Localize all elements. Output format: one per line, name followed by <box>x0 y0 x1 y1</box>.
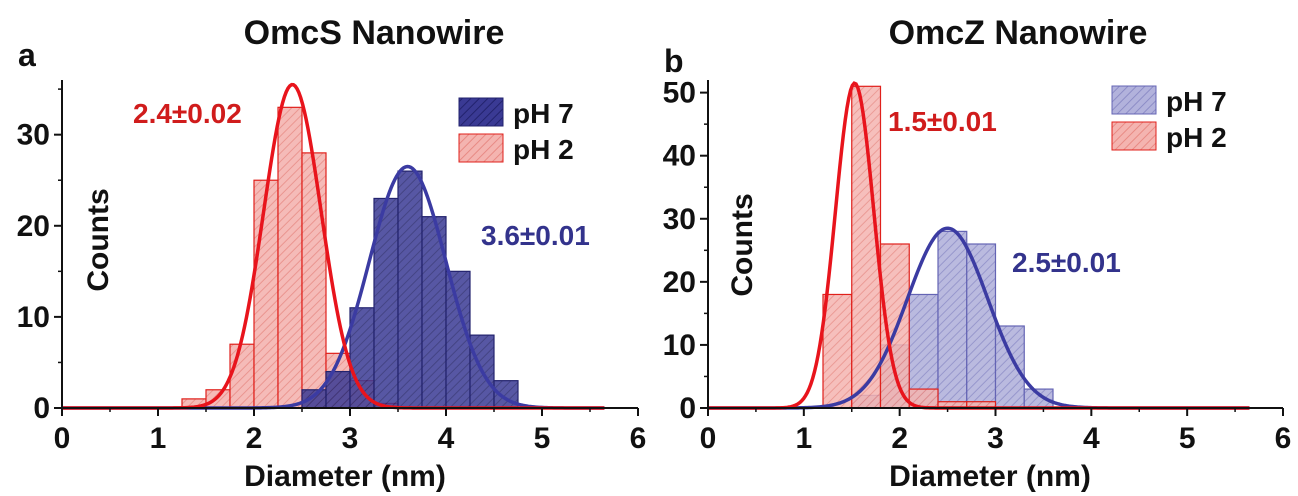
panel-a-bar-ph2-5 <box>301 152 327 409</box>
panel-b-ph2-annotation: 1.5±0.01 <box>888 106 997 137</box>
panel-b-y-tick-label: 0 <box>679 392 696 425</box>
panel-a-legend-label-ph2: pH 2 <box>513 134 574 165</box>
panel-a-x-tick-label: 2 <box>246 422 263 455</box>
panel-a-bar-ph2-4 <box>277 106 303 409</box>
panel-a-bar-ph2-2 <box>229 343 255 409</box>
panel-b-x-tick-label: 4 <box>1083 422 1100 455</box>
panel-a-x-tick-label: 5 <box>534 422 551 455</box>
panel-a-bar-ph7-2 <box>349 307 375 409</box>
panel-a-legend: pH 7 pH 2 <box>458 97 574 165</box>
panel-b-x-tick-label: 3 <box>987 422 1004 455</box>
panel-b-y-tick-label: 20 <box>663 266 696 299</box>
panel-a-x-tick-label: 3 <box>342 422 359 455</box>
panel-b-legend-swatch-ph7 <box>1111 85 1157 115</box>
panel-a-letter: a <box>18 37 36 73</box>
panel-a: OmcS Nanowire a 0 1 2 3 4 5 6 0 10 20 30 Diameter … <box>17 14 647 493</box>
panel-a-ph2-annotation: 2.4±0.02 <box>133 98 242 129</box>
panel-b-legend-label-ph7: pH 7 <box>1166 86 1227 117</box>
panel-b-x-tick-label: 2 <box>891 422 908 455</box>
panel-b-x-tick-label: 1 <box>795 422 812 455</box>
panel-b: OmcZ Nanowire b 0 1 2 3 4 5 6 0 10 20 30 40 50 Diame… <box>663 14 1292 493</box>
panel-b-y-tick-label: 30 <box>663 203 696 236</box>
panel-a-y-tick-label: 30 <box>17 119 50 152</box>
panel-a-legend-label-ph7: pH 7 <box>513 98 574 129</box>
panel-b-y-axis-label: Counts <box>726 193 759 296</box>
panel-b-letter: b <box>664 43 684 79</box>
panel-a-x-tick-label: 6 <box>630 422 647 455</box>
panel-b-x-tick-label: 6 <box>1275 422 1292 455</box>
panel-a-bar-ph7-4 <box>397 170 423 409</box>
panel-a-y-tick-label: 20 <box>17 210 50 243</box>
panel-a-x-tick-label: 1 <box>150 422 167 455</box>
panel-a-y-tick-label: 0 <box>33 392 50 425</box>
panel-b-bar-ph7-5 <box>994 325 1025 409</box>
panel-b-legend-label-ph2: pH 2 <box>1166 122 1227 153</box>
panel-a-y-axis-label: Counts <box>82 188 115 291</box>
panel-b-axes: 0 1 2 3 4 5 6 0 10 20 30 40 50 <box>663 77 1292 455</box>
panel-a-legend-swatch-ph2 <box>458 133 504 163</box>
panel-b-y-tick-label: 50 <box>663 77 696 110</box>
panel-b-ph7-annotation: 2.5±0.01 <box>1012 247 1121 278</box>
panel-b-legend-swatch-ph2 <box>1111 121 1157 151</box>
panel-a-legend-swatch-ph7 <box>458 97 504 127</box>
panel-a-x-tick-label: 0 <box>54 422 71 455</box>
panel-a-x-axis-label: Diameter (nm) <box>244 460 446 493</box>
panel-b-x-tick-label: 5 <box>1179 422 1196 455</box>
panel-a-bars-front <box>301 170 519 409</box>
panel-a-ph7-annotation: 3.6±0.01 <box>481 220 590 251</box>
panel-b-legend: pH 7 pH 2 <box>1111 85 1227 153</box>
panel-a-title: OmcS Nanowire <box>244 14 505 52</box>
panel-b-bar-ph7-4 <box>966 243 997 409</box>
panel-b-y-tick-label: 40 <box>663 140 696 173</box>
panel-a-bar-ph2-3 <box>253 179 279 409</box>
panel-b-x-axis-label: Diameter (nm) <box>889 460 1091 493</box>
panel-b-title: OmcZ Nanowire <box>889 14 1148 52</box>
panel-a-axes: 0 1 2 3 4 5 6 0 10 20 30 <box>17 80 647 455</box>
panel-a-x-tick-label: 4 <box>438 422 455 455</box>
panel-a-bar-ph7-6 <box>445 270 471 409</box>
panel-b-x-tick-label: 0 <box>700 422 717 455</box>
panel-b-bar-ph7-3 <box>937 230 968 409</box>
panel-a-bar-ph7-0 <box>301 389 327 409</box>
panel-b-y-tick-label: 10 <box>663 329 696 362</box>
panel-a-y-tick-label: 10 <box>17 301 50 334</box>
panel-b-bar-ph2-0 <box>822 293 853 409</box>
